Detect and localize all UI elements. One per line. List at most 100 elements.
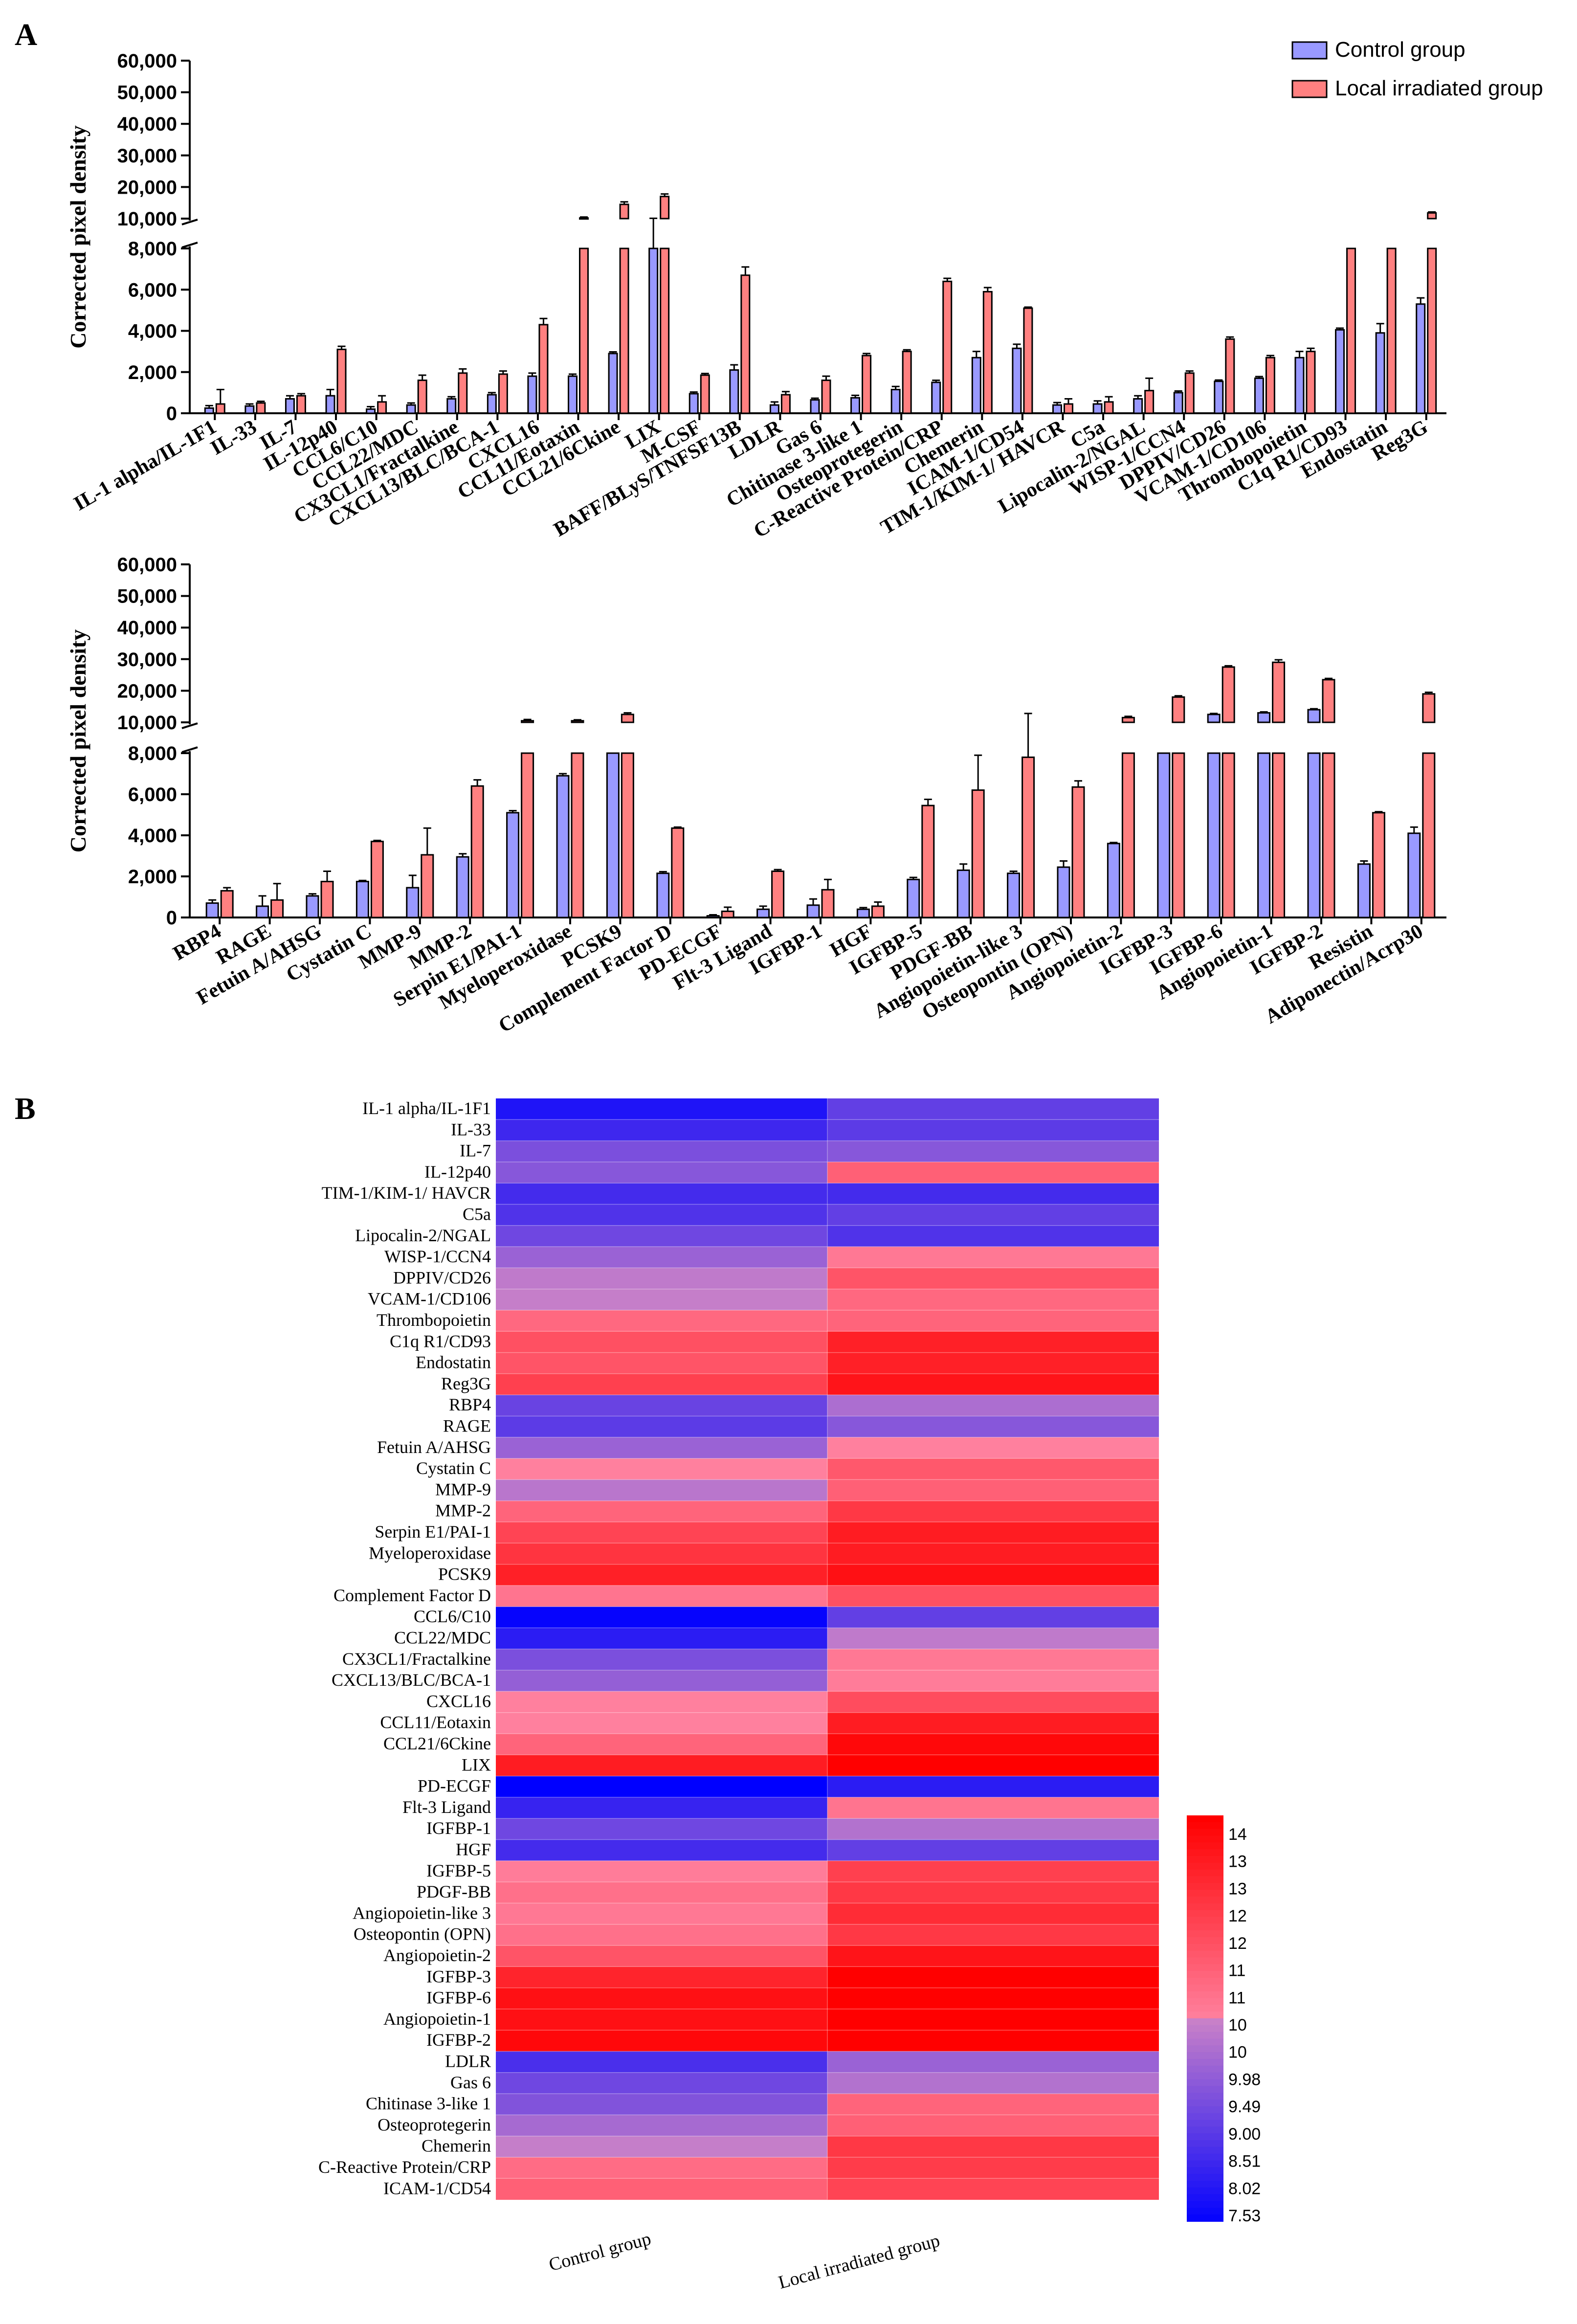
y-tick-label: 4,000 — [128, 825, 177, 847]
bar-chart-bottom: 0 2,000 4,000 6,000 8,000 10,000 20,000 30,000 4… — [66, 554, 1446, 1037]
bar-irradiated — [215, 403, 225, 414]
bar-irradiated — [1427, 247, 1437, 414]
bar-irradiated — [780, 394, 791, 414]
heatmap-row-label: LDLR — [445, 2052, 491, 2071]
bar-control — [971, 357, 981, 414]
color-scale-segment — [1187, 1822, 1223, 1830]
y-tick-label: 20,000 — [117, 680, 177, 702]
bar-irradiated — [270, 899, 284, 918]
heatmap-row-label: Cystatin C — [416, 1458, 491, 1478]
heatmap-cell — [496, 1119, 827, 1141]
heatmap-cell — [827, 2094, 1159, 2115]
bar-chart-top: 0 2,000 4,000 6,000 8,000 10,000 20,000 30,000 4… — [66, 50, 1446, 542]
heatmap-cell — [496, 1310, 827, 1332]
heatmap-cell — [496, 1268, 827, 1290]
heatmap-row-label: Angiopoietin-like 3 — [353, 1903, 491, 1922]
legend: Control group Local irradiated group — [1291, 38, 1543, 100]
heatmap-row-label: Complement Factor D — [333, 1586, 491, 1605]
heatmap-cell — [496, 1712, 827, 1734]
heatmap-cell — [827, 1585, 1159, 1607]
heatmap-cell — [827, 1479, 1159, 1501]
bar-control — [256, 905, 269, 918]
heatmap-row-label: TIM-1/KIM-1/ HAVCR — [322, 1183, 491, 1203]
heatmap-cell — [496, 1649, 827, 1671]
bar-irradiated — [721, 910, 734, 918]
heatmap-row-label: IGFBP-6 — [426, 1988, 491, 2008]
color-scale-segment — [1187, 2146, 1223, 2154]
bar-irradiated — [1144, 390, 1155, 414]
heatmap-row-label: Endostatin — [416, 1353, 491, 1372]
bar-control-upper — [1307, 709, 1321, 723]
heatmap-row-label: PD-ECGF — [418, 1776, 491, 1796]
bar-control — [355, 881, 369, 918]
heatmap-cell — [827, 1373, 1159, 1395]
bar-control — [648, 247, 659, 414]
color-scale-segment — [1187, 2093, 1223, 2100]
heatmap-cell — [827, 1543, 1159, 1565]
heatmap-cell — [496, 1628, 827, 1650]
bar-control — [931, 381, 941, 414]
heatmap-cell — [827, 2178, 1159, 2200]
bar-irradiated — [1265, 357, 1275, 414]
bar-control — [706, 915, 720, 918]
bar-control — [456, 856, 469, 918]
bar-irradiated — [821, 889, 835, 918]
axis-break-mark — [181, 722, 198, 729]
y-axis-label: Corrected pixel density — [66, 629, 90, 853]
heatmap-cell — [496, 1839, 827, 1861]
heatmap-cell — [496, 2136, 827, 2158]
heatmap-cell — [496, 1797, 827, 1819]
color-scale-segment — [1187, 2120, 1223, 2127]
bar-irradiated — [1322, 752, 1335, 918]
bar-control — [446, 398, 457, 414]
heatmap-cell — [496, 1500, 827, 1522]
bar-control — [568, 375, 578, 414]
heatmap-row-label: DPPIV/CD26 — [393, 1268, 491, 1287]
heatmap-cell — [496, 1140, 827, 1162]
heatmap-cell — [827, 1268, 1159, 1290]
heatmap-cell — [827, 1755, 1159, 1777]
bar-irradiated — [660, 247, 670, 414]
bar-control — [205, 902, 219, 918]
heatmap-cell — [496, 1225, 827, 1247]
heatmap-cell — [827, 1797, 1159, 1819]
color-scale-segment — [1187, 2045, 1223, 2053]
bar-control — [729, 369, 739, 414]
color-scale-segment — [1187, 1815, 1223, 1823]
color-scale-segment — [1187, 1964, 1223, 1972]
y-tick-label: 2,000 — [128, 362, 177, 383]
bar-irradiated — [942, 280, 953, 414]
bar-irradiated — [982, 290, 993, 414]
bar-control — [1012, 347, 1022, 414]
bar-irradiated — [1023, 307, 1033, 414]
heatmap-cell — [496, 1755, 827, 1777]
heatmap-cell — [496, 1734, 827, 1755]
heatmap-row-label: IL-33 — [451, 1119, 491, 1139]
heatmap-cell — [827, 1649, 1159, 1671]
heatmap-cell — [827, 1247, 1159, 1268]
heatmap-column-label: Local irradiated group — [776, 2230, 942, 2293]
bar-control — [244, 405, 255, 414]
bar-control — [810, 399, 820, 414]
color-scale-segment — [1187, 2032, 1223, 2039]
bar-control — [366, 408, 376, 414]
color-scale-label: 9.49 — [1228, 2098, 1261, 2116]
heatmap-row-label: RBP4 — [449, 1395, 491, 1414]
heatmap-cell — [496, 1776, 827, 1798]
color-scale-segment — [1187, 2052, 1223, 2059]
heatmap-cell — [827, 1564, 1159, 1586]
color-scale-segment — [1187, 2194, 1223, 2202]
heatmap-cell — [827, 1860, 1159, 1882]
color-scale-segment — [1187, 1923, 1223, 1931]
heatmap-cell — [827, 1119, 1159, 1141]
heatmap-cell — [496, 1522, 827, 1543]
color-scale-segment — [1187, 1937, 1223, 1944]
bar-irradiated-upper — [571, 720, 584, 723]
heatmap-row-label: Chemerin — [422, 2136, 491, 2156]
x-tick-label: IL-1 alpha/IL-1F1 — [70, 416, 220, 515]
bar-irradiated — [498, 373, 508, 414]
heatmap-cell — [496, 1247, 827, 1268]
y-tick-label: 2,000 — [128, 866, 177, 888]
heatmap-cell — [827, 1183, 1159, 1205]
color-scale-label: 9.00 — [1228, 2125, 1261, 2144]
